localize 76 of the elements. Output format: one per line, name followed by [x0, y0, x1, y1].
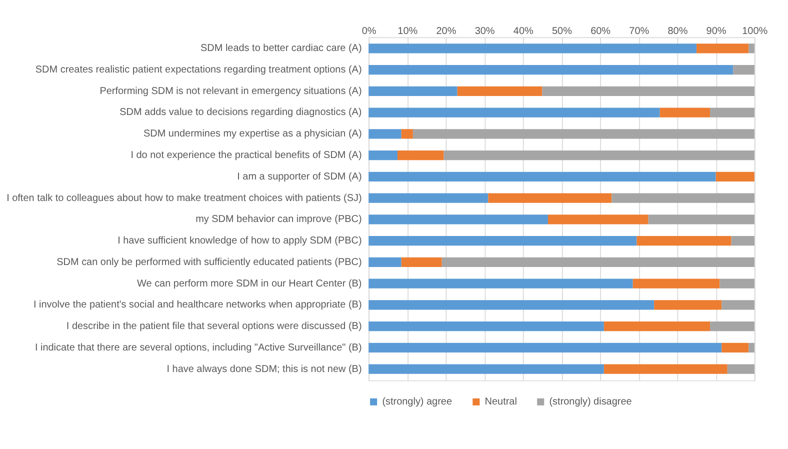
bar — [548, 214, 648, 224]
bar — [748, 342, 754, 353]
bar — [368, 342, 722, 353]
bar — [654, 300, 722, 310]
bar — [368, 236, 637, 246]
bar — [368, 278, 633, 288]
bar — [457, 86, 542, 96]
bar — [368, 150, 398, 160]
y-tick-label: SDM leads to better cardiac care (A) — [200, 43, 362, 54]
x-tick-label: 30% — [474, 26, 495, 37]
bar — [368, 129, 402, 139]
y-tick-label: I have always done SDM; this is not new (B) — [166, 364, 362, 375]
x-tick-label: 20% — [436, 26, 456, 37]
bar — [368, 214, 548, 224]
bar — [748, 44, 754, 54]
x-tick-label: 80% — [668, 26, 688, 37]
bar — [660, 108, 710, 118]
x-tick-label: 40% — [513, 26, 534, 37]
x-tick-label: 70% — [629, 26, 650, 37]
y-tick-label: Performing SDM is not relevant in emergency situations (A) — [100, 86, 362, 97]
bar — [731, 236, 754, 246]
bar — [442, 257, 754, 267]
bar — [733, 64, 754, 75]
y-tick-label: my SDM behavior can improve (PBC) — [196, 214, 362, 226]
bar — [636, 236, 732, 246]
bar — [412, 129, 754, 139]
x-tick-label: 100% — [742, 26, 768, 37]
bar — [604, 322, 710, 332]
bar — [722, 342, 749, 353]
y-tick-label: I do not experience the practical benefits of SDM (A) — [130, 150, 362, 162]
bar — [368, 257, 402, 267]
bar — [368, 64, 734, 75]
y-tick-label: I describe in the patient file that several options were discussed (B) — [66, 321, 362, 332]
bar — [722, 300, 754, 310]
legend-label: Neutral — [484, 396, 517, 408]
bar — [716, 172, 754, 182]
bar — [727, 364, 754, 374]
y-tick-label: SDM can only be performed with sufficiently educated patients (PBC) — [56, 256, 362, 268]
bar — [401, 129, 413, 139]
bar — [604, 364, 728, 374]
bar — [612, 193, 754, 203]
legend-label: (strongly) disagree — [549, 396, 632, 408]
bar — [710, 322, 754, 332]
bar — [710, 108, 754, 118]
y-tick-label: SDM creates realistic patient expectations regarding treatment options (A) — [35, 64, 362, 76]
bar — [368, 108, 660, 118]
bar — [488, 193, 612, 203]
y-tick-label: We can perform more SDM in our Heart Center (B) — [137, 278, 362, 290]
bar — [444, 150, 754, 160]
x-tick-label: 60% — [590, 26, 611, 37]
bar — [368, 322, 604, 332]
y-tick-label: I have sufficient knowledge of how to apply SDM (PBC) — [118, 236, 362, 247]
y-tick-label: SDM undermines my expertise as a physician (A) — [143, 128, 362, 140]
bar — [368, 172, 716, 182]
bar — [648, 214, 754, 224]
bar — [542, 86, 754, 96]
bar — [401, 257, 442, 267]
bar — [696, 44, 749, 54]
bar — [368, 300, 654, 310]
bar — [368, 193, 488, 203]
x-tick-label: 0% — [362, 26, 376, 37]
y-tick-label: I am a supporter of SDM (A) — [237, 171, 362, 182]
bar — [720, 278, 754, 288]
bar — [368, 86, 458, 96]
legend-label: (strongly) agree — [382, 396, 452, 408]
x-tick-label: 10% — [398, 26, 418, 37]
y-tick-label: I often talk to colleagues about how to make treatment choices with patients (SJ) — [6, 192, 362, 204]
x-tick-label: 50% — [552, 26, 572, 37]
bar — [398, 150, 444, 160]
bar — [368, 44, 697, 54]
bar — [632, 278, 720, 288]
x-tick-label: 90% — [706, 26, 726, 37]
y-tick-label: I indicate that there are several options, including "Active Surveillance" (B) — [34, 342, 362, 354]
y-tick-label: SDM adds value to decisions regarding diagnostics (A) — [120, 107, 362, 118]
y-tick-label: I involve the patient's social and healthcare networks when appropriate (B) — [33, 300, 362, 311]
bar — [368, 364, 604, 374]
